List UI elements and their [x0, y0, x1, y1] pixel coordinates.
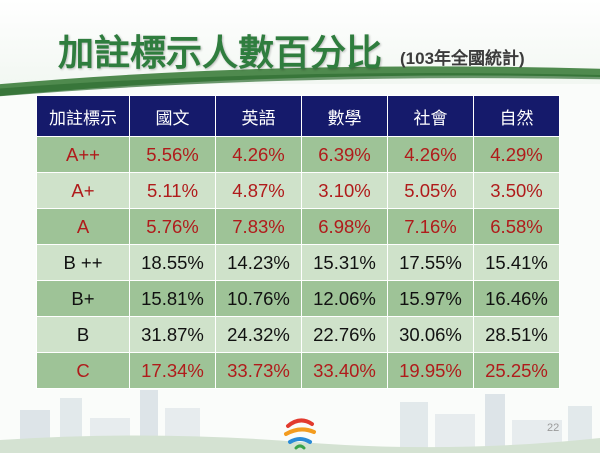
grades-table: 加註標示 國文 英語 數學 社會 自然 A++ 5.56% 4.26% 6.39…	[36, 95, 560, 389]
table-cell: 7.16%	[387, 208, 474, 245]
skyline-background	[0, 390, 600, 453]
table-cell: 5.05%	[387, 172, 474, 209]
header-science: 自然	[473, 95, 560, 137]
table-row: B 31.87% 24.32% 22.76% 30.06% 28.51%	[36, 316, 560, 353]
table-cell: 5.56%	[129, 136, 216, 173]
table-cell: 3.50%	[473, 172, 560, 209]
header-grade-label: 加註標示	[36, 95, 130, 137]
table-row: A+ 5.11% 4.87% 3.10% 5.05% 3.50%	[36, 172, 560, 209]
table-cell: 6.98%	[301, 208, 388, 245]
table-cell: 4.29%	[473, 136, 560, 173]
header-english: 英語	[215, 95, 302, 137]
row-label: A++	[36, 136, 130, 173]
table-cell: 17.34%	[129, 352, 216, 389]
table-cell: 25.25%	[473, 352, 560, 389]
row-label: C	[36, 352, 130, 389]
table-cell: 31.87%	[129, 316, 216, 353]
table-header-row: 加註標示 國文 英語 數學 社會 自然	[36, 95, 560, 137]
table-row: B+ 15.81% 10.76% 12.06% 15.97% 16.46%	[36, 280, 560, 317]
header-math: 數學	[301, 95, 388, 137]
table-cell: 24.32%	[215, 316, 302, 353]
table-cell: 28.51%	[473, 316, 560, 353]
table-cell: 15.81%	[129, 280, 216, 317]
table-cell: 10.76%	[215, 280, 302, 317]
table-row: B ++ 18.55% 14.23% 15.31% 17.55% 15.41%	[36, 244, 560, 281]
table-cell: 4.87%	[215, 172, 302, 209]
header-chinese: 國文	[129, 95, 216, 137]
table-cell: 18.55%	[129, 244, 216, 281]
row-label: B+	[36, 280, 130, 317]
table-cell: 15.97%	[387, 280, 474, 317]
logo-icon	[284, 418, 316, 450]
slide-subtitle: (103年全國統計)	[400, 49, 525, 68]
table-cell: 16.46%	[473, 280, 560, 317]
header-social: 社會	[387, 95, 474, 137]
table-row: A++ 5.56% 4.26% 6.39% 4.26% 4.29%	[36, 136, 560, 173]
header-swoosh	[0, 66, 600, 97]
table-cell: 22.76%	[301, 316, 388, 353]
row-label: A+	[36, 172, 130, 209]
row-label: B	[36, 316, 130, 353]
table-cell: 15.31%	[301, 244, 388, 281]
table-cell: 14.23%	[215, 244, 302, 281]
table-cell: 19.95%	[387, 352, 474, 389]
table-cell: 12.06%	[301, 280, 388, 317]
slide-title: 加註標示人數百分比	[58, 33, 383, 74]
table-cell: 33.40%	[301, 352, 388, 389]
table-cell: 15.41%	[473, 244, 560, 281]
table-row: C 17.34% 33.73% 33.40% 19.95% 25.25%	[36, 352, 560, 389]
table-cell: 6.58%	[473, 208, 560, 245]
row-label: A	[36, 208, 130, 245]
table-cell: 4.26%	[387, 136, 474, 173]
table-cell: 33.73%	[215, 352, 302, 389]
table-cell: 5.76%	[129, 208, 216, 245]
table-cell: 5.11%	[129, 172, 216, 209]
table-row: A 5.76% 7.83% 6.98% 7.16% 6.58%	[36, 208, 560, 245]
row-label: B ++	[36, 244, 130, 281]
table-cell: 3.10%	[301, 172, 388, 209]
table-cell: 7.83%	[215, 208, 302, 245]
table-cell: 4.26%	[215, 136, 302, 173]
table-cell: 17.55%	[387, 244, 474, 281]
table-cell: 6.39%	[301, 136, 388, 173]
page-number: 22	[547, 422, 560, 434]
table-cell: 30.06%	[387, 316, 474, 353]
